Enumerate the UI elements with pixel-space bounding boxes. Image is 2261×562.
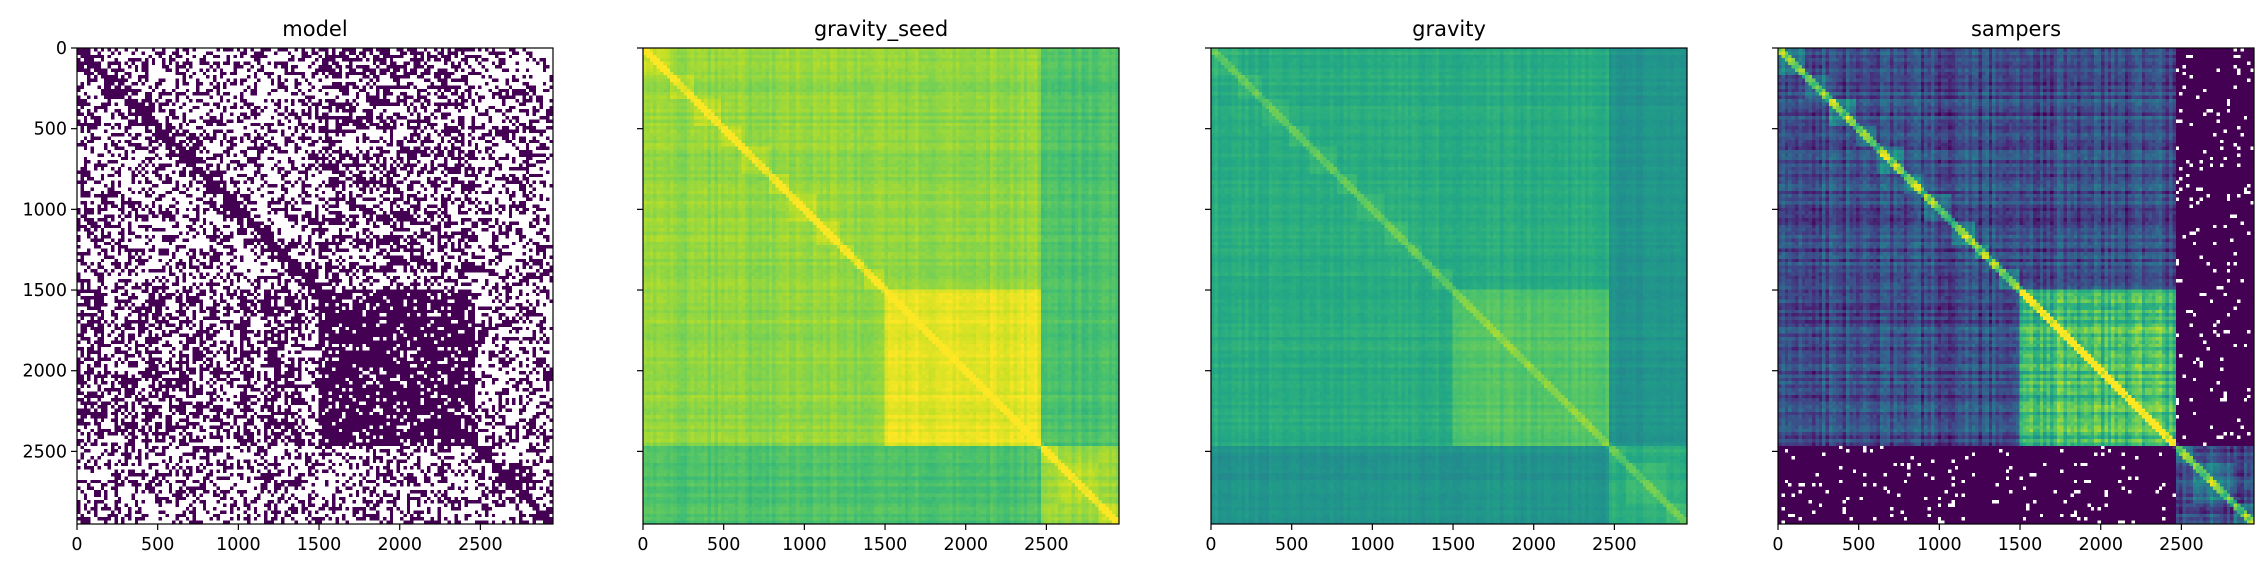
x-tick-label: 1000	[1350, 535, 1395, 555]
x-tick-label: 0	[71, 535, 82, 555]
axes-frame	[1210, 47, 1688, 525]
x-tick-label: 500	[141, 535, 174, 555]
x-tick-label: 0	[1772, 535, 1783, 555]
y-tick-label: 2000	[22, 362, 67, 382]
x-tick-label: 2500	[1592, 535, 1637, 555]
y-tick-label: 1500	[22, 281, 67, 301]
y-tick-label: 500	[34, 120, 67, 140]
x-tick-label: 2000	[943, 535, 988, 555]
panel-gravity: gravity 0 500 1000 1500 2000 2500	[1205, 17, 1688, 555]
x-tick-label: 1000	[1917, 535, 1962, 555]
x-tick-label: 1000	[782, 535, 827, 555]
axes-frame	[76, 47, 554, 525]
x-tick-label: 2000	[377, 535, 422, 555]
chart-title: model	[282, 17, 347, 41]
x-tick-label: 0	[637, 535, 648, 555]
axes-frame	[1777, 47, 2255, 525]
x-tick-label: 500	[1275, 535, 1308, 555]
x-tick-label: 1500	[1431, 535, 1476, 555]
y-tick-label: 2500	[22, 442, 67, 462]
x-tick-label: 1500	[297, 535, 342, 555]
y-tick-label: 0	[56, 39, 67, 59]
x-tick-label: 2500	[458, 535, 503, 555]
x-tick-label: 2500	[1024, 535, 1069, 555]
x-tick-label: 2000	[1511, 535, 1556, 555]
x-tick-label: 2500	[2159, 535, 2204, 555]
panel-model: model 0 500 1000 1500 2000 2500 0 500 1000 1500 200…	[22, 17, 554, 555]
x-tick-label: 1500	[1998, 535, 2043, 555]
x-tick-label: 500	[707, 535, 740, 555]
chart-title: gravity	[1412, 17, 1486, 41]
chart-title: sampers	[1971, 17, 2061, 41]
x-tick-label: 1500	[863, 535, 908, 555]
x-tick-label: 2000	[2078, 535, 2123, 555]
x-tick-label: 0	[1205, 535, 1216, 555]
heatmap-image	[643, 48, 1119, 524]
y-tick-label: 1000	[22, 200, 67, 220]
panel-sampers: sampers 0 500 1000 1500 2000 2500	[1772, 17, 2255, 555]
axes-frame	[642, 47, 1120, 525]
panel-gravity-seed: gravity_seed 0 500 1000 1500 2000 2500	[637, 17, 1120, 555]
x-tick-label: 500	[1842, 535, 1875, 555]
heatmap-image	[1211, 48, 1687, 524]
heatmap-image	[1778, 48, 2254, 524]
x-tick-label: 1000	[216, 535, 261, 555]
chart-title: gravity_seed	[814, 17, 948, 42]
heatmap-image	[77, 48, 553, 524]
